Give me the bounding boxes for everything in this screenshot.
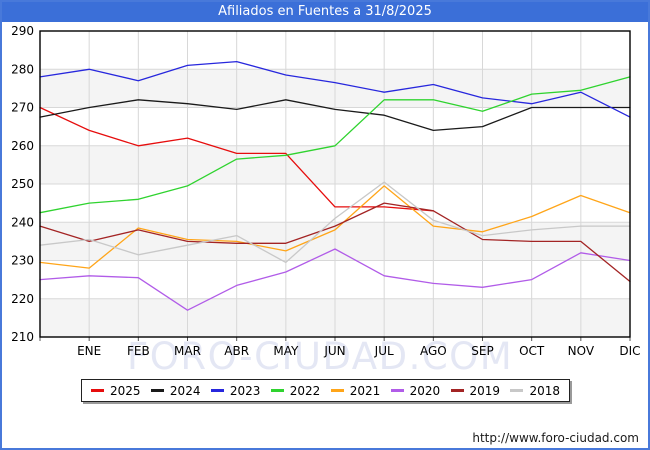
y-tick-label: 270	[11, 101, 34, 115]
series-line-2022	[39, 76, 631, 214]
legend-item-2019: 2019	[450, 383, 501, 398]
y-tick-label: 280	[11, 62, 34, 76]
x-month-label: JUN	[323, 344, 345, 358]
chart-legend: 2025 2024 2023 2022 2021 2020 2019 2018	[81, 379, 570, 402]
legend-label: 2024	[169, 383, 201, 398]
legend-dash-icon	[270, 389, 284, 392]
legend-item-2023: 2023	[210, 383, 261, 398]
x-month-label: AGO	[420, 344, 447, 358]
y-tick-label: 290	[11, 24, 34, 38]
series-line-2021	[39, 185, 631, 269]
legend-item-2024: 2024	[150, 383, 201, 398]
legend-item-2021: 2021	[330, 383, 381, 398]
legend-dash-icon	[210, 389, 224, 392]
y-tick-label: 250	[11, 177, 34, 191]
x-month-label: MAR	[174, 344, 201, 358]
y-tick-label: 210	[11, 330, 34, 344]
watermark-text: FORO-CIUDAD.COM	[127, 335, 513, 378]
series-line-2025	[39, 106, 434, 212]
legend-dash-icon	[91, 389, 104, 392]
footer-url: http://www.foro-ciudad.com	[472, 431, 639, 445]
chart-plot-svg: FORO-CIUDAD.COM 290 280 270 260 250 240 230 220 2…	[11, 24, 640, 378]
legend-dash-icon	[450, 389, 464, 392]
legend-dash-icon	[390, 389, 404, 392]
legend-label: 2019	[469, 383, 501, 398]
legend-dash-icon	[510, 389, 524, 392]
plot-border	[39, 30, 631, 338]
x-month-label: OCT	[519, 344, 545, 358]
series-line-2023	[39, 60, 631, 118]
legend-label: 2023	[229, 383, 261, 398]
series-line-2020	[39, 248, 631, 311]
x-month-label: ENE	[77, 344, 101, 358]
legend-item-2018: 2018	[510, 385, 560, 397]
y-tick-label: 230	[11, 254, 34, 268]
series-line-2019	[39, 202, 631, 283]
legend-label: 2025	[110, 383, 141, 398]
legend-label: 2018	[529, 383, 560, 398]
legend-dash-icon	[330, 389, 344, 392]
x-month-label: NOV	[568, 344, 595, 358]
x-month-label: SEP	[471, 344, 493, 358]
x-month-label: MAY	[273, 344, 299, 358]
legend-label: 2020	[409, 383, 441, 398]
x-month-label: FEB	[127, 344, 150, 358]
legend-item-2020: 2020	[390, 383, 441, 398]
series-line-2024	[39, 99, 631, 132]
y-tick-label: 260	[11, 139, 34, 153]
y-tick-label: 220	[11, 292, 34, 306]
legend-item-2022: 2022	[270, 383, 321, 398]
legend-item-2025: 2025	[91, 385, 141, 397]
legend-label: 2021	[349, 383, 381, 398]
legend-label: 2022	[289, 383, 321, 398]
y-tick-label: 240	[11, 215, 34, 229]
x-month-label: JUL	[374, 344, 394, 358]
series-line-2018	[39, 181, 631, 264]
x-month-label: DIC	[619, 344, 640, 358]
x-month-label: ABR	[224, 344, 249, 358]
legend-dash-icon	[150, 389, 164, 392]
chart-title: Afiliados en Fuentes a 31/8/2025	[2, 2, 648, 22]
